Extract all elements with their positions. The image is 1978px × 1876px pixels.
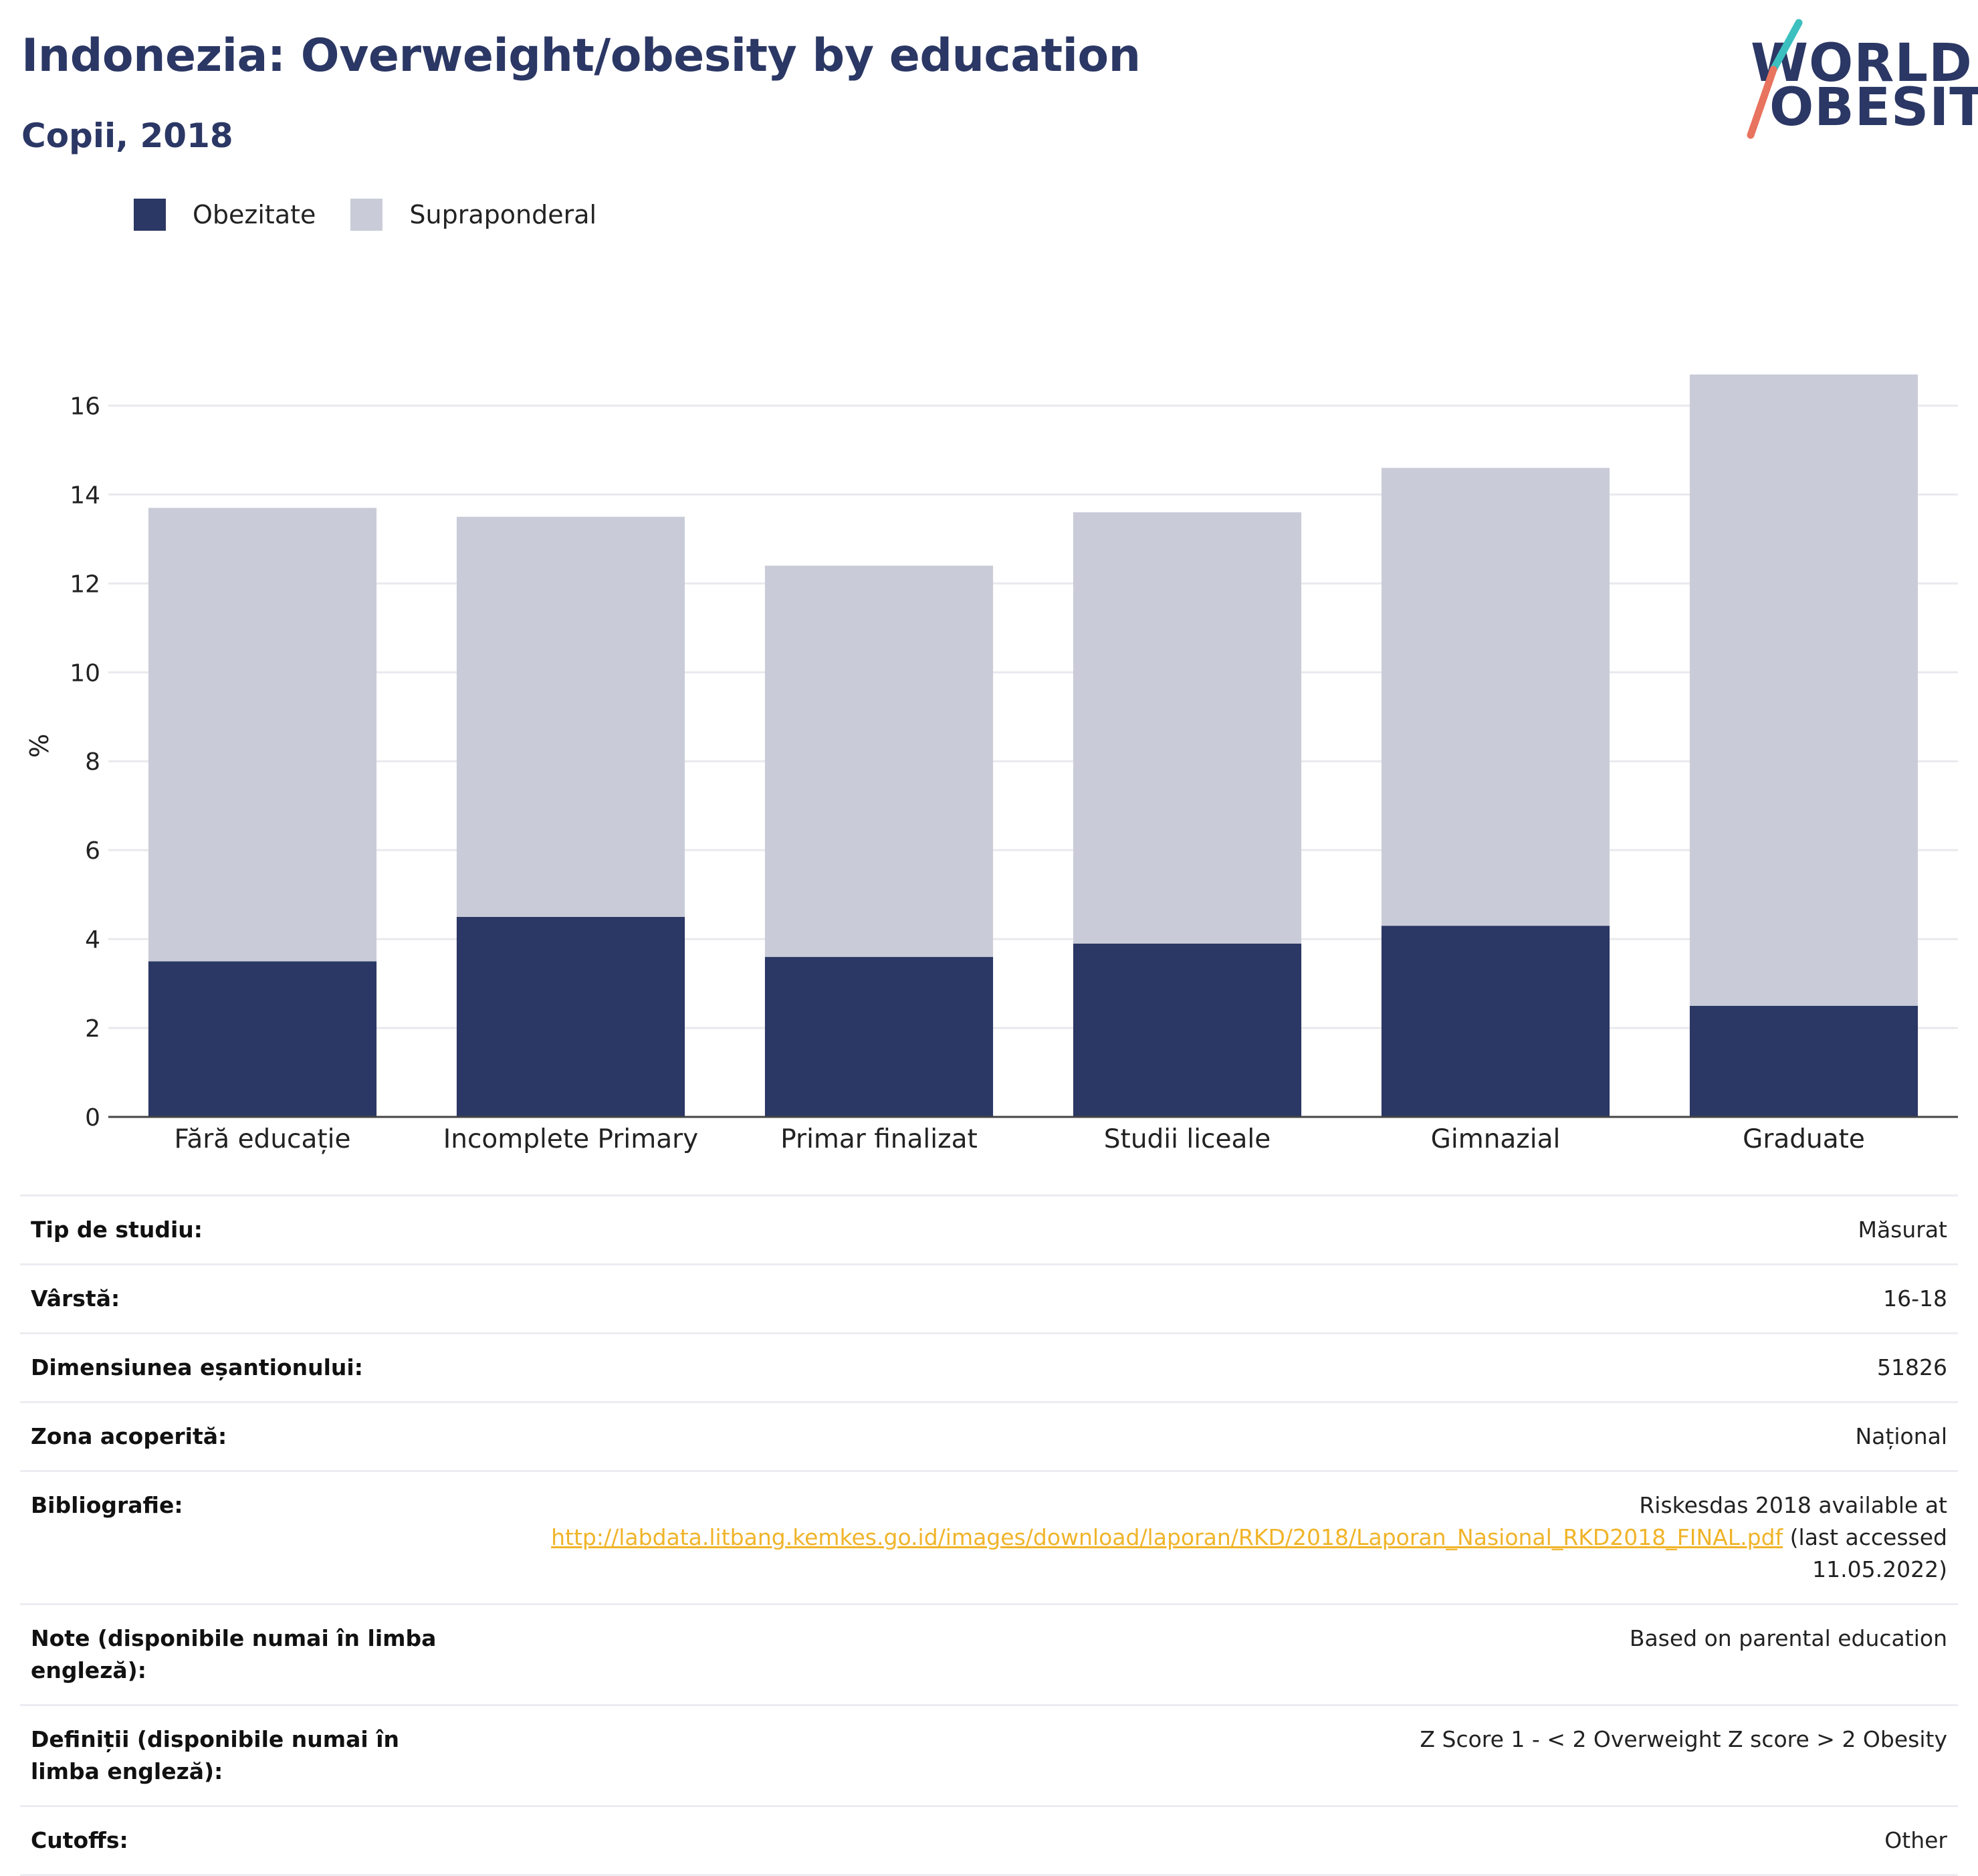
bar-obesity <box>1381 926 1610 1117</box>
meta-value: Măsurat <box>483 1194 1958 1265</box>
bar-overweight <box>764 565 994 957</box>
meta-row-notes: Note (disponibile numai în limba engleză… <box>20 1603 1958 1705</box>
bar-overweight <box>1689 374 1918 1006</box>
meta-row-age: Vârstă: 16-18 <box>20 1263 1958 1334</box>
legend-item-overweight[interactable]: Supraponderal <box>350 199 596 231</box>
x-tick-label: Graduate <box>1743 1124 1865 1154</box>
y-tick-label: 4 <box>85 926 100 954</box>
y-tick-label: 10 <box>70 659 100 687</box>
meta-label: Definiții (disponibile numai în limba en… <box>20 1704 483 1806</box>
chart-legend: Obezitate Supraponderal <box>134 198 631 231</box>
y-tick-label: 6 <box>85 837 100 865</box>
meta-row-study-type: Tip de studiu: Măsurat <box>20 1194 1958 1265</box>
bar-overweight <box>456 516 685 917</box>
y-tick-label: 14 <box>70 482 100 509</box>
meta-label: Note (disponibile numai în limba engleză… <box>20 1603 483 1705</box>
bibliography-text: Riskesdas 2018 available at <box>1639 1492 1947 1518</box>
y-tick-label: 0 <box>85 1104 100 1132</box>
y-tick-label: 12 <box>70 570 100 598</box>
bar-obesity <box>456 916 685 1117</box>
meta-label: Cutoffs: <box>20 1805 483 1876</box>
legend-swatch-obesity <box>134 199 166 231</box>
x-tick-label: Gimnazial <box>1431 1124 1561 1154</box>
world-obesity-logo: WORLD OBESITY <box>1739 17 1978 151</box>
bar-obesity <box>1073 943 1302 1117</box>
y-tick-label: 8 <box>85 748 100 776</box>
y-tick-label: 2 <box>85 1015 100 1043</box>
meta-value: 16-18 <box>483 1263 1958 1334</box>
meta-row-bibliography: Bibliografie: Riskesdas 2018 available a… <box>20 1470 1958 1604</box>
legend-swatch-overweight <box>350 199 383 231</box>
x-tick-label: Incomplete Primary <box>443 1124 699 1154</box>
metadata-table: Tip de studiu: Măsurat Vârstă: 16-18 Dim… <box>20 1194 1958 1876</box>
meta-value: Based on parental education <box>483 1603 1958 1705</box>
x-tick-label: Primar finalizat <box>780 1124 978 1154</box>
bar-overweight <box>1381 467 1610 926</box>
legend-label-overweight: Supraponderal <box>409 200 597 229</box>
bar-obesity <box>764 956 994 1117</box>
bar-obesity <box>148 961 377 1117</box>
x-tick-label: Studii liceale <box>1104 1124 1271 1154</box>
meta-label: Vârstă: <box>20 1263 483 1334</box>
meta-label: Tip de studiu: <box>20 1194 483 1265</box>
bibliography-accessed: (last accessed 11.05.2022) <box>1789 1524 1947 1582</box>
bar-obesity <box>1689 1005 1918 1117</box>
legend-label-obesity: Obezitate <box>193 200 316 229</box>
meta-label: Dimensiunea eșantionului: <box>20 1332 483 1402</box>
meta-row-area-covered: Zona acoperită: Național <box>20 1401 1958 1471</box>
logo-text-obesity: OBESITY <box>1769 78 1978 138</box>
meta-label: Bibliografie: <box>20 1470 483 1604</box>
meta-value: Riskesdas 2018 available at http://labda… <box>483 1470 1958 1604</box>
meta-row-cutoffs: Cutoffs: Other <box>20 1805 1958 1876</box>
page-title: Indonezia: Overweight/obesity by educati… <box>21 29 1141 82</box>
y-axis-label: % <box>25 734 54 758</box>
legend-item-obesity[interactable]: Obezitate <box>134 199 316 231</box>
bar-overweight <box>148 508 377 962</box>
meta-value: Other <box>483 1805 1958 1876</box>
meta-value: 51826 <box>483 1332 1958 1402</box>
page-subtitle: Copii, 2018 <box>21 116 233 155</box>
bibliography-link[interactable]: http://labdata.litbang.kemkes.go.id/imag… <box>551 1524 1783 1550</box>
meta-value: Național <box>483 1401 1958 1471</box>
meta-row-sample-size: Dimensiunea eșantionului: 51826 <box>20 1332 1958 1402</box>
meta-row-definitions: Definiții (disponibile numai în limba en… <box>20 1704 1958 1806</box>
x-tick-label: Fără educație <box>174 1124 350 1154</box>
logo-slash-icon <box>1747 19 1803 139</box>
page: Indonezia: Overweight/obesity by educati… <box>20 17 1978 1876</box>
y-tick-label: 16 <box>70 393 100 420</box>
meta-value: Z Score 1 - < 2 Overweight Z score > 2 O… <box>483 1704 1958 1806</box>
bar-chart: 0 2 4 6 8 10 12 14 16% Fără educație Incomplete Pr… <box>25 374 1958 1154</box>
meta-label: Zona acoperită: <box>20 1401 483 1471</box>
bar-overweight <box>1073 512 1302 944</box>
